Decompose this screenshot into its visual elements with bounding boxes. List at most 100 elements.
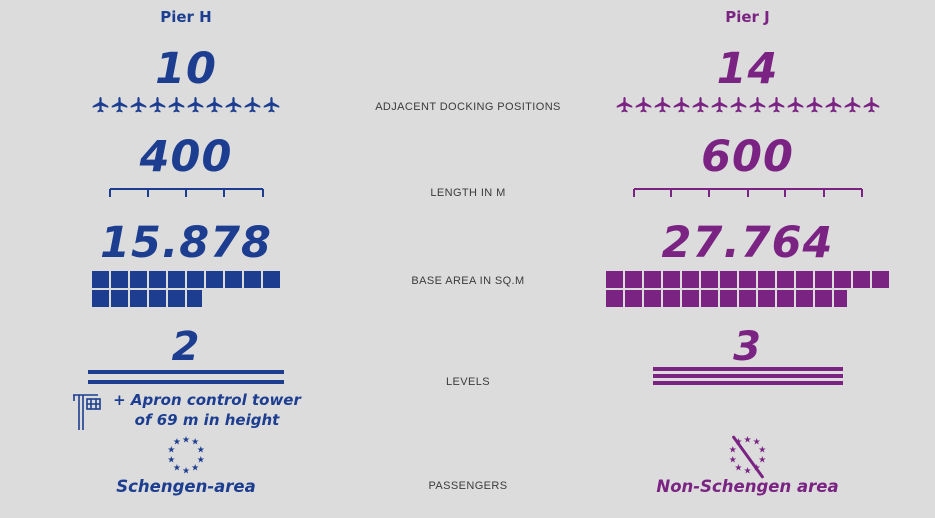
- pier-h-length-value: 400: [139, 132, 233, 182]
- level-line: [652, 374, 843, 378]
- ruler-tick: [146, 189, 149, 197]
- airplane-icon: [263, 97, 280, 113]
- area-square: [739, 290, 756, 307]
- pier-h-passenger-zone: Schengen-area: [116, 477, 256, 496]
- airplane-icon: [863, 97, 879, 113]
- area-square: [663, 271, 680, 288]
- pier-h-docking-planes: [0, 96, 372, 115]
- airplane-icon: [787, 97, 803, 113]
- airplane-icon: [673, 97, 689, 113]
- pier-h-area-squares: [0, 271, 372, 307]
- label-base-area: BASE AREA IN SQ.M: [411, 275, 525, 287]
- area-square: [225, 271, 242, 288]
- airplane-icon: [711, 97, 727, 113]
- airplane-icon: [225, 97, 242, 113]
- area-squares-row: [92, 271, 280, 288]
- area-square: [130, 290, 147, 307]
- pier-j-docking-value: 14: [716, 44, 779, 94]
- airplane-icon: [616, 97, 632, 113]
- airplane-icon: [635, 97, 651, 113]
- area-square: [625, 271, 642, 288]
- star-icon: ★: [191, 437, 200, 448]
- area-square: [625, 290, 642, 307]
- airplane-icon: [806, 97, 822, 113]
- star-icon: ★: [734, 463, 743, 474]
- pier-j-level-lines: [560, 367, 935, 385]
- area-square: [130, 271, 147, 288]
- star-icon: ★: [167, 445, 176, 456]
- ruler-tick: [708, 189, 711, 197]
- star-icon: ★: [752, 437, 761, 448]
- pier-h-ruler: [0, 188, 372, 199]
- area-square: [111, 290, 128, 307]
- tower-note-line2: of 69 m in height: [134, 411, 280, 429]
- airplane-icon: [168, 97, 185, 113]
- ruler-tick: [223, 189, 226, 197]
- area-square: [720, 290, 737, 307]
- star-icon: ★: [743, 466, 752, 476]
- airplane-icon: [749, 97, 765, 113]
- ruler-tick: [746, 189, 749, 197]
- area-square: [149, 271, 166, 288]
- area-square: [92, 271, 109, 288]
- airplane-icon: [130, 97, 147, 113]
- label-levels: LEVELS: [446, 376, 490, 388]
- level-line: [652, 381, 843, 385]
- star-icon: ★: [196, 455, 205, 466]
- airplane-icon: [654, 97, 670, 113]
- area-square: [853, 271, 870, 288]
- pier-h-area-value: 15.878: [100, 218, 272, 268]
- area-square: [815, 271, 832, 288]
- star-icon: ★: [758, 455, 767, 466]
- area-square: [644, 271, 661, 288]
- area-square-partial: [187, 290, 202, 307]
- airplane-icon: [825, 97, 841, 113]
- area-square: [187, 271, 204, 288]
- star-icon: ★: [167, 455, 176, 466]
- area-squares-grid: [606, 271, 889, 307]
- label-adjacent-docking-positions: ADJACENT DOCKING POSITIONS: [375, 101, 561, 113]
- airplane-icon: [149, 97, 166, 113]
- tower-note-line1: + Apron control tower: [113, 391, 301, 409]
- label-length-in-m: LENGTH IN M: [430, 187, 506, 199]
- control-tower-icon: [73, 394, 101, 430]
- pier-j-length-value: 600: [701, 132, 794, 182]
- pier-h-levels-value: 2: [171, 324, 201, 370]
- area-square: [739, 271, 756, 288]
- airplane-icon: [730, 97, 746, 113]
- area-square: [168, 290, 185, 307]
- star-icon: ★: [172, 437, 181, 448]
- area-squares-grid: [92, 271, 280, 307]
- area-square: [644, 290, 661, 307]
- star-icon: ★: [181, 435, 191, 445]
- airplane-icon: [111, 97, 128, 113]
- star-icon: ★: [728, 445, 737, 456]
- area-square: [606, 290, 623, 307]
- star-circle-icon: ★ ★ ★ ★ ★ ★ ★ ★ ★ ★: [163, 434, 209, 480]
- ruler-tick: [860, 189, 863, 197]
- airplane-icon: [844, 97, 860, 113]
- area-square: [872, 271, 889, 288]
- area-square: [92, 290, 109, 307]
- ruler-tick: [185, 189, 187, 197]
- pier-j-non-schengen-icon: ★★★★★★★★★★: [560, 434, 935, 480]
- area-square: [758, 271, 775, 288]
- star-icon: ★: [172, 463, 181, 474]
- pier-h-level-lines: [0, 370, 372, 384]
- ruler-tick: [784, 189, 787, 197]
- area-square: [206, 271, 223, 288]
- area-square: [263, 271, 280, 288]
- area-squares-row: [92, 290, 202, 307]
- area-square: [663, 290, 680, 307]
- area-square: [149, 290, 166, 307]
- area-square: [758, 290, 775, 307]
- area-square: [777, 271, 794, 288]
- area-square: [834, 271, 851, 288]
- tower-note-text: + Apron control tower of 69 m in height: [113, 390, 301, 430]
- ruler-tick: [108, 189, 111, 197]
- ruler-tick: [261, 189, 264, 197]
- star-icon: ★: [758, 445, 767, 456]
- area-square: [244, 271, 261, 288]
- area-squares-row: [606, 271, 889, 288]
